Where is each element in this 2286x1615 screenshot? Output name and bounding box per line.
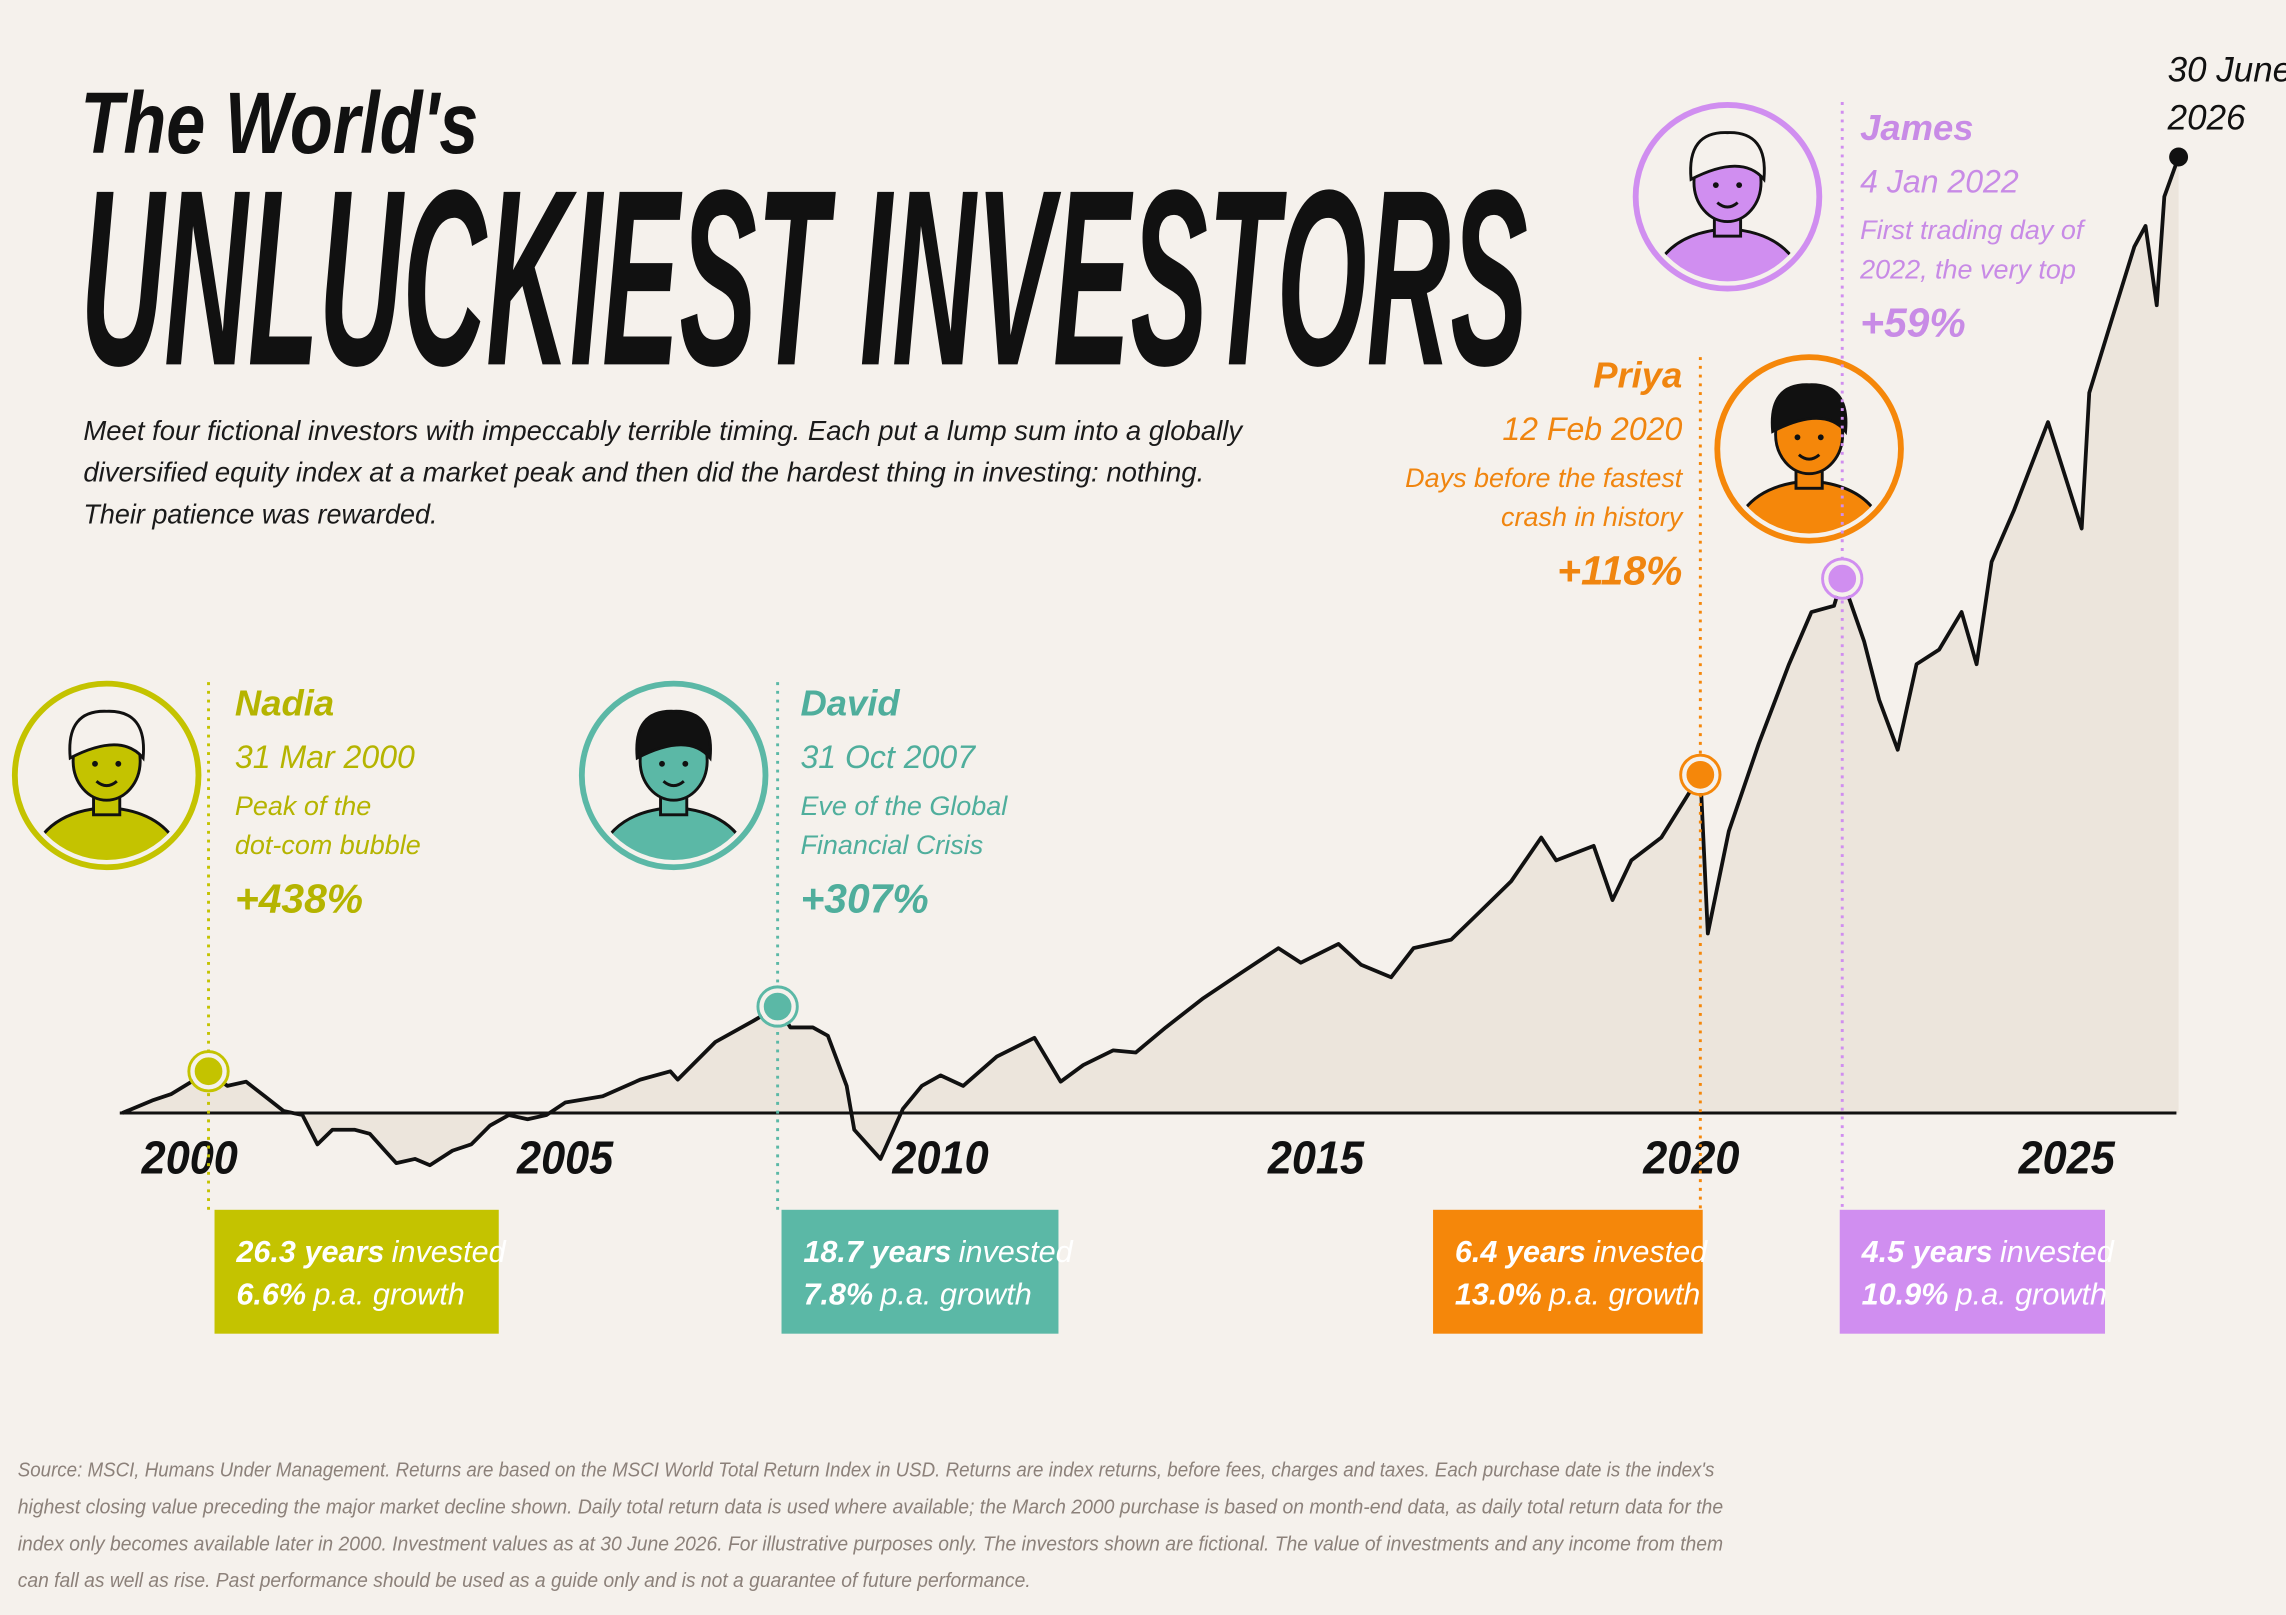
- investor-label: +118%: [1557, 547, 1682, 593]
- x-tick-label: 2000: [141, 1131, 238, 1183]
- portrait-eye: [92, 760, 98, 767]
- summary-box: [781, 1209, 1059, 1334]
- portrait-smile: [95, 780, 118, 788]
- end-label: 30 June: [2168, 51, 2286, 90]
- portrait-eye: [1794, 434, 1801, 441]
- intro-text: Meet four fictional investors with impec…: [83, 415, 1244, 446]
- portrait-hair: [635, 709, 712, 762]
- portrait-eye: [1736, 182, 1743, 189]
- investor-label: Priya: [1593, 355, 1682, 396]
- investor-label: +59%: [1860, 300, 1965, 346]
- portrait-hair: [68, 709, 145, 762]
- investor-point: [1824, 560, 1861, 597]
- intro-text: Their patience was rewarded.: [83, 498, 437, 529]
- end-point: [2169, 147, 2189, 167]
- summary-regular: p.a. growth: [312, 1278, 464, 1312]
- investor-label: 31 Mar 2000: [235, 739, 415, 775]
- summary-text: 7.8% p.a. growth: [803, 1278, 1031, 1312]
- investor-label: Nadia: [235, 683, 334, 724]
- summary-bold: 13.0%: [1455, 1278, 1542, 1312]
- source-text: Source: MSCI, Humans Under Management. R…: [18, 1460, 1715, 1482]
- investor-point-ring: [1821, 557, 1864, 600]
- summary-regular: p.a. growth: [1955, 1278, 2107, 1312]
- investor-label: +438%: [235, 875, 363, 921]
- investor-label: 31 Oct 2007: [800, 739, 976, 775]
- summary-bold: 4.5 years: [1861, 1235, 1993, 1269]
- investor-label: 12 Feb 2020: [1502, 411, 1682, 447]
- summary-text: 13.0% p.a. growth: [1455, 1278, 1700, 1312]
- end-label: 2026: [2167, 99, 2246, 138]
- x-tick-label: 2020: [1642, 1131, 1739, 1183]
- investor-label: 4 Jan 2022: [1860, 163, 2019, 199]
- source-text: can fall as well as rise. Past performan…: [18, 1570, 1031, 1592]
- summary-bold: 7.8%: [803, 1278, 873, 1312]
- summary-text: 4.5 years invested: [1861, 1235, 2115, 1269]
- investor-label: crash in history: [1501, 502, 1684, 532]
- portrait-hair: [1689, 131, 1766, 183]
- investor-point-ring: [756, 985, 799, 1028]
- summary-regular: invested: [392, 1235, 507, 1269]
- investor-point-ring: [1679, 753, 1722, 796]
- investor-label: First trading day of: [1860, 215, 2086, 245]
- portrait-eye: [682, 760, 689, 767]
- summary-text: 6.4 years invested: [1455, 1235, 1708, 1269]
- line: [121, 156, 2181, 1168]
- summary-regular: p.a. growth: [1548, 1278, 1700, 1312]
- summary-regular: invested: [959, 1235, 1074, 1269]
- portrait-eye: [1712, 182, 1719, 189]
- investor-label: Financial Crisis: [800, 830, 983, 860]
- investor-label: +307%: [800, 875, 928, 921]
- summary-box: [1433, 1209, 1703, 1334]
- portrait-eye: [659, 760, 665, 767]
- portrait-eye: [115, 760, 122, 767]
- x-tick-label: 2010: [892, 1131, 989, 1183]
- investor-point: [190, 1053, 227, 1090]
- investor-point: [759, 988, 796, 1025]
- source-text: highest closing value preceding the majo…: [18, 1496, 1723, 1518]
- summary-text: 10.9% p.a. growth: [1862, 1278, 2107, 1312]
- x-tick-label: 2025: [2018, 1131, 2116, 1183]
- portrait-smile: [1797, 453, 1821, 461]
- investor-label: Peak of the: [235, 791, 371, 821]
- summary-bold: 6.4 years: [1455, 1235, 1586, 1269]
- summary-text: 26.3 years invested: [235, 1235, 506, 1269]
- portrait: [1727, 383, 1891, 534]
- summary-bold: 18.7 years: [803, 1235, 951, 1269]
- investor-label: 2022, the very top: [1859, 254, 2076, 284]
- intro-text: diversified equity index at a market pea…: [83, 457, 1204, 488]
- investor-label: Eve of the Global: [800, 791, 1008, 821]
- investor-label: James: [1860, 107, 1973, 148]
- portrait-eye: [1817, 434, 1824, 441]
- summary-text: 18.7 years invested: [803, 1235, 1073, 1269]
- investor-label: David: [800, 683, 900, 724]
- summary-bold: 26.3 years: [235, 1235, 384, 1269]
- summary-bold: 6.6%: [236, 1278, 306, 1312]
- investor-label: dot-com bubble: [235, 830, 421, 860]
- summary-text: 6.6% p.a. growth: [236, 1278, 464, 1312]
- investor-label: Days before the fastest: [1405, 463, 1684, 493]
- summary-box: [1839, 1209, 2106, 1334]
- x-tick-label: 2005: [516, 1131, 614, 1183]
- investor-point-ring: [187, 1050, 230, 1093]
- investor-point: [1682, 756, 1719, 794]
- portrait-smile: [1716, 201, 1739, 209]
- portrait: [591, 709, 756, 860]
- portrait-smile: [662, 780, 685, 788]
- summary-regular: p.a. growth: [879, 1278, 1031, 1312]
- summary-box: [214, 1209, 499, 1334]
- area: [122, 156, 2179, 1166]
- source-text: index only becomes available later in 20…: [18, 1533, 1723, 1555]
- portrait-hair: [1770, 383, 1848, 436]
- summary-bold: 10.9%: [1862, 1278, 1949, 1312]
- x-tick-label: 2015: [1267, 1131, 1365, 1183]
- chart-subtitle: UNLUCKIEST INVESTORS: [80, 138, 1527, 418]
- summary-regular: invested: [2000, 1235, 2115, 1269]
- chart-title: The World's: [80, 74, 478, 172]
- summary-regular: invested: [1593, 1235, 1708, 1269]
